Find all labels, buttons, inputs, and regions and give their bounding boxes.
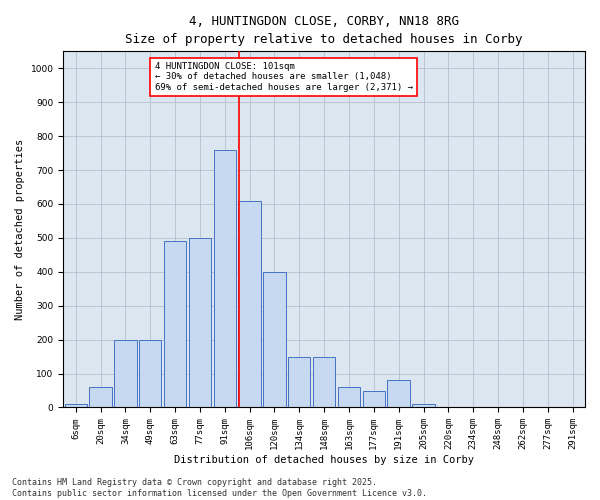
Bar: [313, 356, 335, 408]
Bar: [65, 404, 87, 407]
Bar: [114, 340, 137, 407]
X-axis label: Distribution of detached houses by size in Corby: Distribution of detached houses by size …: [174, 455, 474, 465]
Bar: [189, 238, 211, 408]
Bar: [362, 390, 385, 407]
Text: 4 HUNTINGDON CLOSE: 101sqm
← 30% of detached houses are smaller (1,048)
69% of s: 4 HUNTINGDON CLOSE: 101sqm ← 30% of deta…: [155, 62, 413, 92]
Bar: [139, 340, 161, 407]
Title: 4, HUNTINGDON CLOSE, CORBY, NN18 8RG
Size of property relative to detached house: 4, HUNTINGDON CLOSE, CORBY, NN18 8RG Siz…: [125, 15, 523, 46]
Text: Contains HM Land Registry data © Crown copyright and database right 2025.
Contai: Contains HM Land Registry data © Crown c…: [12, 478, 427, 498]
Bar: [288, 356, 310, 408]
Bar: [214, 150, 236, 408]
Bar: [238, 200, 261, 408]
Bar: [338, 387, 360, 407]
Bar: [263, 272, 286, 407]
Y-axis label: Number of detached properties: Number of detached properties: [15, 139, 25, 320]
Bar: [388, 380, 410, 407]
Bar: [412, 404, 434, 407]
Bar: [89, 387, 112, 407]
Bar: [164, 242, 186, 408]
